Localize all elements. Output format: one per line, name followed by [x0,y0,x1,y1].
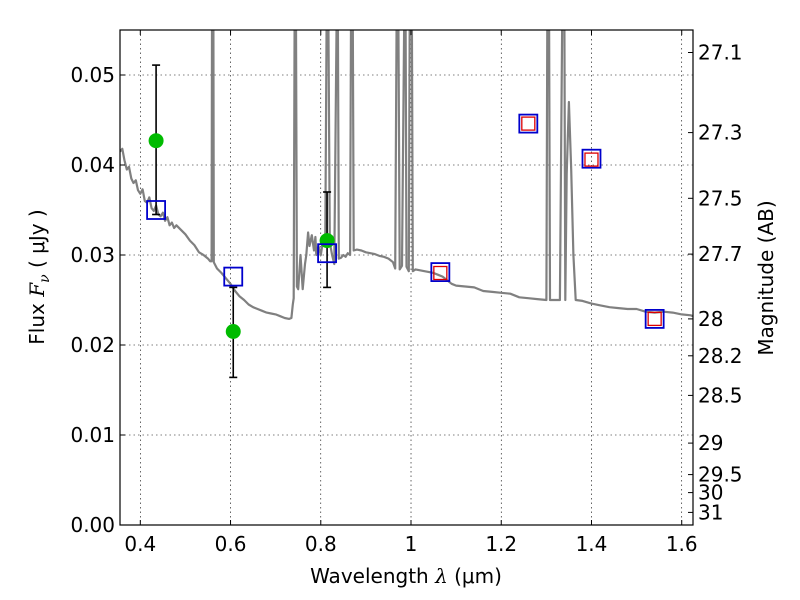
y2-axis-label: Magnitude (AB) [754,200,778,355]
model-point-red [584,152,599,167]
observed-point [225,324,241,339]
model-point-red [521,116,536,131]
model-point-blue [146,200,166,220]
plot-frame [119,29,694,526]
x-tick-label: 1.2 [485,532,517,556]
model-point-red [647,311,662,327]
y2-tick-label: 29 [698,431,723,455]
y-tick-label: 0.00 [70,513,115,537]
model-point-blue [644,308,665,329]
observed-point [148,133,164,149]
x-axis-label: Wavelength λ (μm) [310,564,502,588]
y2-tick-label: 27.1 [698,41,743,65]
x-tick-label: 1.4 [576,532,608,556]
plot-area [120,30,693,320]
x-tick-label: 0.8 [305,532,337,556]
model-point-blue [518,113,539,134]
y-tick-label: 0.04 [70,153,115,177]
observed-point [319,233,335,249]
markers-layer [146,64,665,379]
y2-tick-label: 28.5 [698,383,743,407]
y2-tick-label: 29.5 [698,463,743,487]
model-point-blue [223,266,244,287]
y2-tick-label: 28 [698,307,723,331]
y2-tick-label: 31 [698,500,723,524]
grid-lines [120,30,693,526]
y2-tick-label: 27.5 [698,186,743,210]
model-point-red [433,265,448,281]
y2-tick-label: 27.7 [698,242,743,266]
axis-ticks: 0.4 0.6 0.8 1 1.2 1.4 1.6 0.00 0.01 0.02 0.03 0.04 0… [70,30,743,556]
sed-model-line [120,30,693,320]
y-axis-label: Flux Fν ( μJy ) [25,209,53,344]
y2-tick-label: 27.3 [698,121,743,145]
x-tick-label: 1 [405,532,418,556]
y-tick-label: 0.01 [70,423,115,447]
y2-tick-label: 30 [698,481,723,505]
x-tick-label: 0.6 [215,532,247,556]
model-point-blue [430,262,451,283]
model-point-blue [581,148,602,169]
y-tick-label: 0.02 [70,333,115,357]
y-tick-label: 0.05 [70,63,115,87]
y2-tick-label: 28.2 [698,344,743,368]
x-tick-label: 1.6 [666,532,698,556]
model-point-blue [317,243,337,264]
y-tick-label: 0.03 [70,243,115,267]
x-tick-label: 0.4 [124,532,156,556]
